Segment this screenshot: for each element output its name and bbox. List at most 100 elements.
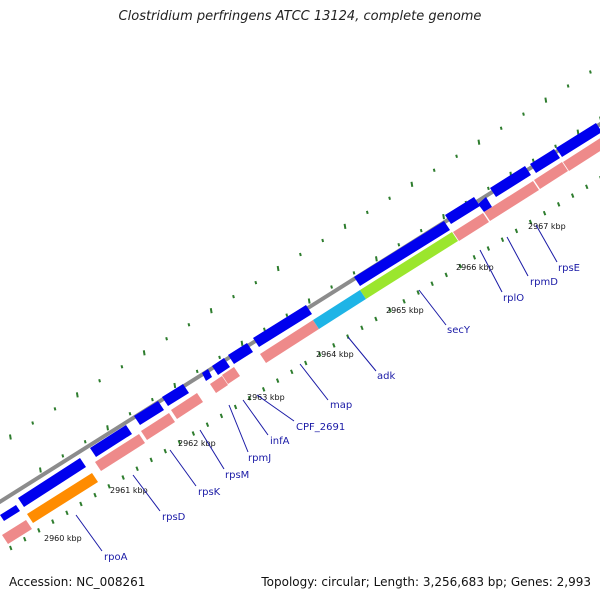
gc-dot <box>499 126 503 130</box>
accession-text: Accession: NC_008261 <box>9 575 146 589</box>
gene-label[interactable]: rpsK <box>198 487 221 498</box>
scale-tick <box>37 528 41 533</box>
feature-secY <box>360 232 458 299</box>
gene-label[interactable]: adk <box>377 371 395 382</box>
gene-label[interactable]: rpsE <box>558 263 580 274</box>
gc-dot <box>307 298 311 304</box>
gene-label[interactable]: CPF_2691 <box>296 422 345 433</box>
gc-dot <box>477 139 481 145</box>
gc-dot <box>61 454 65 458</box>
feature-rplO <box>453 213 489 241</box>
scale-tick <box>304 360 308 366</box>
gene-rplO-forward <box>445 197 480 224</box>
gene-adk-forward <box>253 305 312 347</box>
gene-rpsK-forward <box>90 425 132 457</box>
gc-dot <box>128 411 132 416</box>
gene-labels: rpoA rpsD rpsK rpsM rpmJ infA CPF_2691 m… <box>104 263 580 563</box>
gc-dot <box>240 340 244 346</box>
scale-tick <box>388 307 392 313</box>
gene-label[interactable]: rpmD <box>530 277 558 288</box>
feature-rpsE <box>534 162 568 189</box>
gc-dot <box>173 382 177 389</box>
gene-label[interactable]: map <box>330 400 352 411</box>
gc-dot <box>39 467 42 473</box>
feature-infA <box>210 376 228 393</box>
leader-adk <box>347 336 377 372</box>
gene-label[interactable]: rpoA <box>104 552 128 563</box>
gc-dot <box>388 196 391 201</box>
gc-dot <box>299 252 302 257</box>
gc-dot <box>442 213 445 220</box>
gc-dot <box>232 294 235 299</box>
gc-dot <box>75 392 79 398</box>
gc-dot <box>83 440 87 444</box>
scale-tick <box>275 378 280 383</box>
gene-label[interactable]: rplO <box>503 293 524 304</box>
gene-infA-forward <box>202 369 212 381</box>
leader-rpsK <box>169 449 197 487</box>
gene-label[interactable]: infA <box>270 436 290 447</box>
gene-next-forward-2 <box>556 123 600 157</box>
gene-rpsE-forward <box>490 166 531 197</box>
gc-dot <box>410 181 414 187</box>
gene-label[interactable]: rpsD <box>162 512 186 523</box>
scale-tick <box>500 237 505 243</box>
gene-label[interactable]: rpsM <box>225 470 249 481</box>
gc-dot <box>209 308 213 314</box>
scale-tick <box>261 387 266 392</box>
scale-tick <box>23 536 27 542</box>
leader-secY <box>418 289 447 326</box>
feature-track <box>2 138 600 544</box>
feature-rpoA-highlight <box>27 473 98 523</box>
gene-next-forward-1 <box>530 149 560 173</box>
feature-rpsD <box>95 434 145 471</box>
gene-secY-forward <box>354 221 450 286</box>
scale-tick <box>65 510 69 516</box>
scale-tick <box>528 219 533 225</box>
scale-tick <box>430 281 434 287</box>
leader-rpmD <box>506 236 529 277</box>
gc-dot <box>544 97 548 103</box>
feature-rpsM <box>171 393 203 419</box>
kbp-label: 2964 kbp <box>316 350 354 359</box>
gc-dot <box>365 210 369 215</box>
scale-tick <box>290 369 294 375</box>
gene-rpsD-forward <box>18 458 86 507</box>
scale-tick <box>51 519 55 524</box>
scale-tick <box>219 413 224 419</box>
feature-rpmD <box>484 181 539 221</box>
feature-adk <box>313 290 366 329</box>
gene-CPF2691-forward <box>212 358 230 375</box>
gc-dot <box>419 228 423 233</box>
gc-dot <box>53 407 57 411</box>
leader-rplO <box>479 249 503 293</box>
scale-tick <box>247 395 252 401</box>
gc-dot <box>531 158 535 162</box>
scale-tick <box>486 246 491 251</box>
map-title: Clostridium perfringens ATCC 13124, comp… <box>118 9 482 24</box>
scale-tick <box>177 439 182 445</box>
gene-label[interactable]: secY <box>447 325 471 336</box>
scale-tick <box>9 545 13 551</box>
gene-rpmD-forward <box>478 197 492 212</box>
gc-dot <box>276 265 280 272</box>
gene-label-leaders <box>75 224 558 552</box>
feature-rpmJ <box>222 367 240 384</box>
gc-dot <box>254 280 258 285</box>
feature-next <box>563 138 600 171</box>
gene-label[interactable]: rpmJ <box>248 453 271 464</box>
gc-dot <box>98 379 101 383</box>
gc-dot <box>9 434 12 440</box>
scale-tick <box>444 272 448 278</box>
gc-dot <box>343 223 347 230</box>
scale-tick <box>514 228 519 234</box>
scale-tick <box>121 475 125 480</box>
leader-infA <box>242 399 269 436</box>
leader-rpsM <box>199 429 225 470</box>
gc-dot <box>106 425 109 431</box>
kbp-label: 2961 kbp <box>110 486 148 495</box>
gc-dot <box>455 154 458 158</box>
scale-tick <box>570 193 575 198</box>
scale-tick <box>556 202 561 207</box>
gc-dot <box>352 271 356 275</box>
